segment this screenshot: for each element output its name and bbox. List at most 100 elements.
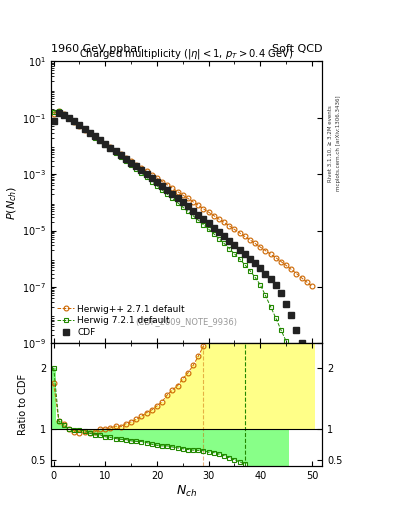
Herwig 7.2.1 default — [284, 338, 288, 344]
CDF — [62, 112, 66, 118]
Herwig 7.2.1 default — [118, 154, 123, 160]
Herwig++ 2.7.1 default — [305, 279, 309, 285]
Herwig 7.2.1 default — [263, 292, 268, 298]
CDF — [248, 255, 252, 262]
Text: (CDF_2009_NOTE_9936): (CDF_2009_NOTE_9936) — [136, 317, 238, 327]
CDF — [263, 270, 268, 276]
Herwig 7.2.1 default — [124, 158, 129, 164]
CDF — [237, 247, 242, 253]
CDF — [185, 203, 190, 209]
Herwig 7.2.1 default — [222, 240, 226, 246]
CDF — [93, 133, 97, 139]
CDF — [118, 152, 123, 158]
CDF — [170, 191, 175, 197]
Herwig 7.2.1 default — [201, 222, 206, 228]
Herwig 7.2.1 default — [144, 174, 149, 180]
CDF — [258, 265, 263, 271]
CDF — [217, 229, 221, 235]
CDF — [98, 137, 103, 143]
CDF — [129, 159, 134, 165]
CDF — [279, 290, 283, 296]
CDF — [242, 251, 247, 258]
CDF — [67, 115, 72, 121]
CDF — [299, 340, 304, 347]
CDF — [253, 261, 257, 267]
Herwig 7.2.1 default — [206, 226, 211, 232]
Herwig 7.2.1 default — [98, 138, 103, 144]
Herwig 7.2.1 default — [180, 204, 185, 210]
CDF — [113, 148, 118, 154]
Herwig++ 2.7.1 default — [51, 111, 56, 117]
Herwig 7.2.1 default — [232, 251, 237, 257]
Herwig 7.2.1 default — [139, 170, 144, 176]
CDF — [284, 301, 288, 307]
Herwig 7.2.1 default — [57, 108, 61, 114]
Herwig++ 2.7.1 default — [134, 161, 139, 167]
CDF — [139, 167, 144, 174]
Herwig 7.2.1 default — [67, 115, 72, 121]
Herwig 7.2.1 default — [211, 231, 216, 237]
Text: Rivet 3.1.10, ≥ 3.2M events: Rivet 3.1.10, ≥ 3.2M events — [328, 105, 333, 182]
Herwig++ 2.7.1 default — [310, 283, 314, 289]
Herwig 7.2.1 default — [62, 111, 66, 117]
Herwig 7.2.1 default — [108, 146, 113, 153]
CDF — [51, 117, 56, 123]
Herwig 7.2.1 default — [160, 187, 165, 193]
CDF — [134, 163, 139, 169]
Legend: Herwig++ 2.7.1 default, Herwig 7.2.1 default, CDF: Herwig++ 2.7.1 default, Herwig 7.2.1 def… — [55, 303, 187, 339]
CDF — [154, 179, 159, 185]
CDF — [57, 110, 61, 116]
Title: Charged multiplicity ($|\eta| < 1$, $p_T > 0.4$ GeV): Charged multiplicity ($|\eta| < 1$, $p_T… — [79, 48, 294, 61]
CDF — [160, 183, 165, 189]
Herwig 7.2.1 default — [113, 150, 118, 156]
CDF — [201, 216, 206, 222]
CDF — [180, 199, 185, 205]
Herwig++ 2.7.1 default — [242, 233, 247, 240]
CDF — [72, 118, 77, 124]
Herwig 7.2.1 default — [185, 208, 190, 215]
Herwig 7.2.1 default — [88, 131, 92, 137]
Herwig++ 2.7.1 default — [113, 147, 118, 154]
CDF — [268, 276, 273, 282]
Herwig 7.2.1 default — [227, 246, 231, 252]
Herwig 7.2.1 default — [103, 142, 108, 148]
Herwig 7.2.1 default — [258, 282, 263, 288]
Herwig 7.2.1 default — [134, 166, 139, 172]
CDF — [274, 282, 278, 288]
Y-axis label: Ratio to CDF: Ratio to CDF — [18, 374, 28, 435]
Herwig 7.2.1 default — [154, 183, 159, 189]
Herwig 7.2.1 default — [237, 256, 242, 262]
Herwig 7.2.1 default — [268, 304, 273, 310]
CDF — [294, 327, 299, 333]
Herwig++ 2.7.1 default — [227, 223, 231, 229]
CDF — [165, 187, 170, 194]
CDF — [103, 141, 108, 147]
Herwig 7.2.1 default — [51, 109, 56, 115]
CDF — [196, 212, 201, 218]
X-axis label: $N_{ch}$: $N_{ch}$ — [176, 483, 197, 499]
CDF — [175, 195, 180, 201]
Herwig 7.2.1 default — [149, 179, 154, 185]
Herwig 7.2.1 default — [279, 327, 283, 333]
Herwig 7.2.1 default — [175, 200, 180, 206]
CDF — [108, 144, 113, 151]
Herwig 7.2.1 default — [253, 274, 257, 281]
Herwig++ 2.7.1 default — [57, 108, 61, 114]
CDF — [191, 207, 195, 214]
Line: Herwig++ 2.7.1 default: Herwig++ 2.7.1 default — [51, 109, 314, 289]
CDF — [88, 130, 92, 136]
Text: 1960 GeV ppbar: 1960 GeV ppbar — [51, 44, 142, 54]
CDF — [77, 122, 82, 128]
CDF — [222, 233, 226, 240]
Herwig 7.2.1 default — [274, 315, 278, 321]
Herwig 7.2.1 default — [191, 212, 195, 219]
CDF — [227, 238, 231, 244]
Herwig 7.2.1 default — [165, 191, 170, 197]
CDF — [144, 171, 149, 177]
Line: Herwig 7.2.1 default: Herwig 7.2.1 default — [51, 109, 288, 344]
CDF — [232, 242, 237, 248]
Herwig 7.2.1 default — [72, 118, 77, 124]
Text: mcplots.cern.ch [arXiv:1306.3436]: mcplots.cern.ch [arXiv:1306.3436] — [336, 96, 341, 191]
Herwig 7.2.1 default — [242, 262, 247, 268]
CDF — [149, 175, 154, 181]
